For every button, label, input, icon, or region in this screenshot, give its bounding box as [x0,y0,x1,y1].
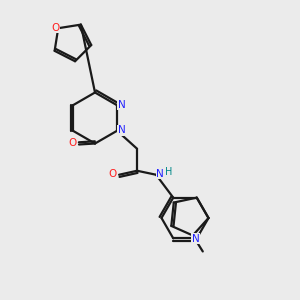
Text: N: N [118,100,125,110]
Text: N: N [156,169,164,179]
Text: H: H [165,167,172,177]
Text: N: N [192,234,200,244]
Text: O: O [68,139,76,148]
Text: O: O [109,169,117,179]
Text: O: O [51,23,59,33]
Text: N: N [118,125,125,135]
